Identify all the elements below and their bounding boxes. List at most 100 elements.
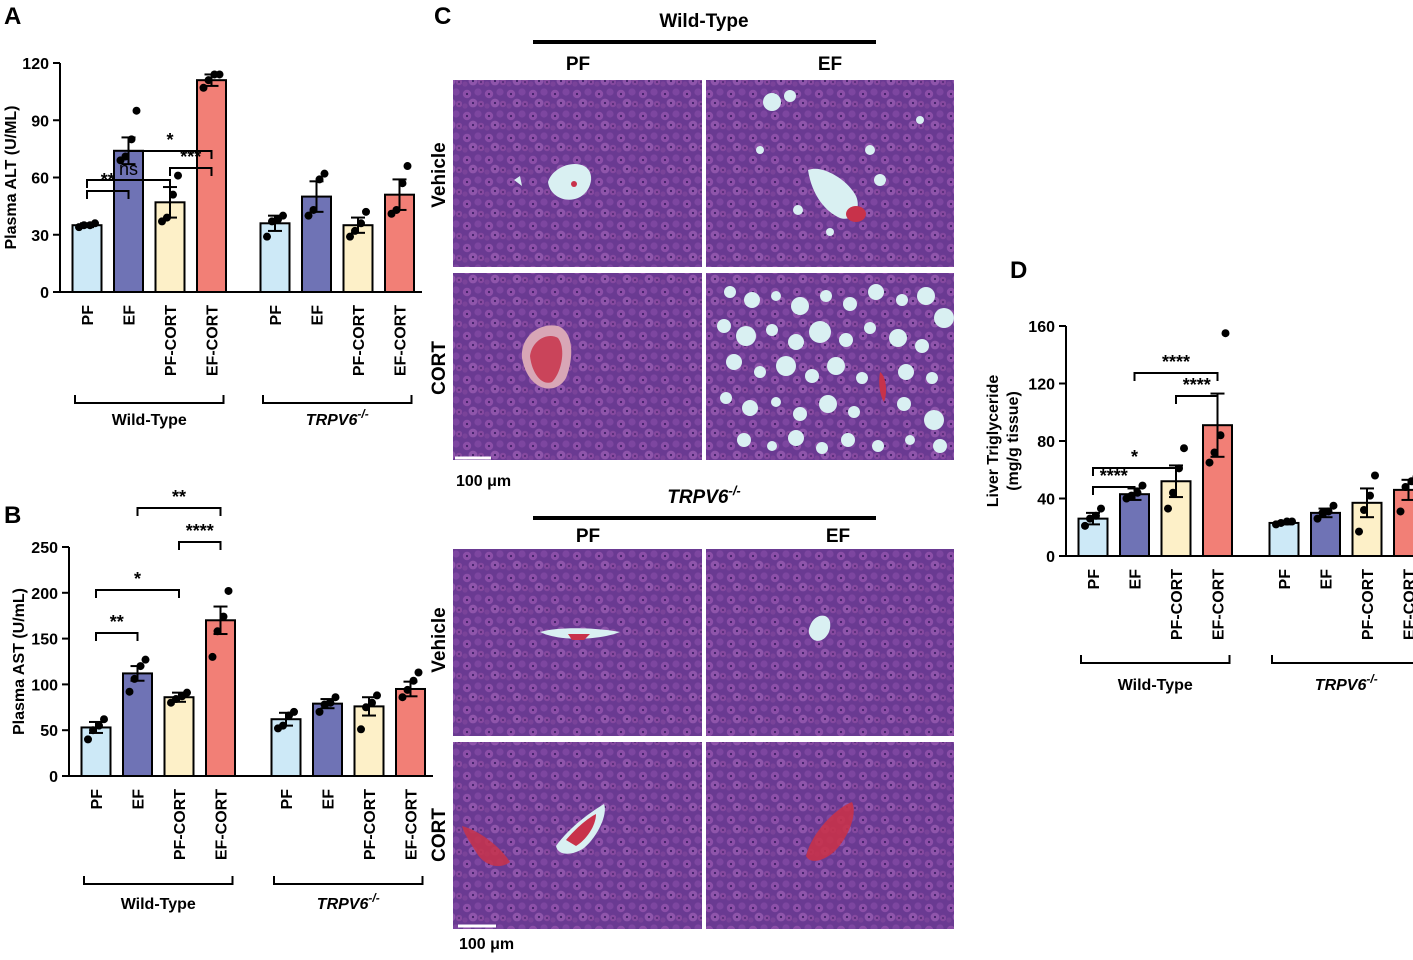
data-point: [1397, 507, 1405, 515]
bar: [165, 697, 194, 776]
data-point: [321, 170, 329, 178]
data-point: [142, 656, 150, 664]
x-tick-label: PF: [268, 305, 285, 326]
lipid-droplet: [771, 397, 781, 407]
y-tick-label: 50: [40, 723, 58, 740]
x-tick-label: PF-CORT: [351, 305, 368, 376]
significance-label: *: [134, 569, 141, 589]
group-bracket: [1272, 655, 1413, 663]
lipid-droplet: [767, 441, 777, 451]
significance-bracket: [1176, 396, 1218, 404]
x-tick-label: PF: [1086, 569, 1103, 590]
data-point: [1211, 449, 1219, 457]
lipid-droplet: [793, 407, 807, 421]
y-tick-label: 40: [1037, 492, 1055, 509]
scale-label-top: 100 μm: [456, 473, 511, 490]
lipid-droplet: [776, 356, 796, 376]
y-tick-label: 150: [31, 632, 58, 649]
x-tick-label: PF-CORT: [1360, 569, 1377, 640]
histo-image-ko-ef-cort: [706, 742, 954, 929]
panel-letter-d: D: [1010, 257, 1027, 284]
x-tick-label: EF-CORT: [404, 789, 421, 860]
data-point: [169, 191, 177, 199]
lipid-droplet: [897, 397, 911, 411]
data-point: [1371, 472, 1379, 480]
x-tick-label: EF: [1319, 569, 1336, 590]
data-point: [1180, 444, 1188, 452]
lipid-droplet: [933, 439, 947, 453]
significance-label: **: [172, 487, 186, 507]
x-tick-label: EF: [321, 789, 338, 810]
data-point: [200, 84, 208, 92]
panel-letter-a: A: [4, 3, 21, 30]
data-point: [368, 699, 376, 707]
significance-label: *: [166, 130, 173, 150]
lipid-droplet: [843, 297, 857, 311]
y-tick-label: 30: [31, 228, 49, 245]
histo-wt-col-pf: PF: [566, 54, 590, 75]
lipid-droplet: [788, 334, 804, 350]
data-point: [163, 214, 171, 222]
significance-bracket: [179, 542, 221, 550]
significance-label: ****: [186, 521, 214, 541]
y-axis-label: Liver Triglyceride: [985, 375, 1002, 508]
x-tick-label: PF: [1277, 569, 1294, 590]
bar: [82, 727, 111, 776]
panel-letter-b: B: [4, 502, 21, 529]
x-tick-label: PF-CORT: [362, 789, 379, 860]
data-point: [351, 227, 359, 235]
data-point: [91, 219, 99, 227]
histo-image-wt-ef-cort: [706, 273, 954, 460]
y-tick-label: 0: [49, 769, 58, 786]
lipid-droplet: [905, 435, 915, 445]
group-bracket: [263, 395, 412, 403]
bar: [355, 706, 384, 776]
lipid-droplet: [896, 294, 908, 306]
data-point: [404, 162, 412, 170]
histo-ko-title: TRPV6-/-: [667, 483, 741, 508]
data-point: [399, 179, 407, 187]
data-point: [100, 715, 108, 723]
histo-wt-col-ef: EF: [818, 54, 842, 75]
significance-label: **: [110, 612, 124, 632]
data-point: [128, 135, 136, 143]
lipid-droplet: [742, 400, 758, 416]
data-point: [214, 627, 222, 635]
data-point: [1288, 518, 1296, 526]
group-bracket: [84, 876, 233, 884]
y-axis-label: Plasma AST (U/mL): [11, 588, 28, 735]
lipid-droplet: [771, 291, 781, 301]
x-tick-label: PF-CORT: [163, 305, 180, 376]
y-tick-label: 0: [40, 285, 49, 302]
y-tick-label: 250: [31, 540, 58, 557]
histo-ko-row-cort: CORT: [429, 808, 450, 862]
data-point: [1222, 329, 1230, 337]
x-tick-label: PF: [89, 789, 106, 810]
y-tick-label: 120: [1028, 377, 1055, 394]
significance-bracket: [96, 590, 179, 598]
x-tick-label: EF: [131, 789, 148, 810]
lipid-droplet: [805, 369, 819, 383]
data-point: [1081, 522, 1089, 530]
data-point: [225, 587, 233, 595]
y-tick-label: 120: [22, 56, 49, 73]
lipid-droplet: [915, 339, 929, 353]
group-label: TRPV6-/-: [317, 891, 380, 913]
lipid-droplet: [737, 433, 751, 447]
y-tick-label: 60: [31, 171, 49, 188]
y-axis-label: Plasma ALT (U/ML): [3, 105, 20, 249]
group-bracket: [1081, 655, 1230, 663]
data-point: [279, 722, 287, 730]
data-point: [131, 675, 139, 683]
data-point: [209, 653, 217, 661]
data-point: [133, 107, 141, 115]
lipid-droplet: [736, 326, 756, 346]
data-point: [263, 233, 271, 241]
group-label: Wild-Type: [112, 412, 187, 429]
x-tick-label: PF-CORT: [1169, 569, 1186, 640]
lipid-droplet: [819, 395, 837, 413]
lipid-droplet: [791, 297, 809, 315]
lipid-droplet: [717, 319, 731, 333]
